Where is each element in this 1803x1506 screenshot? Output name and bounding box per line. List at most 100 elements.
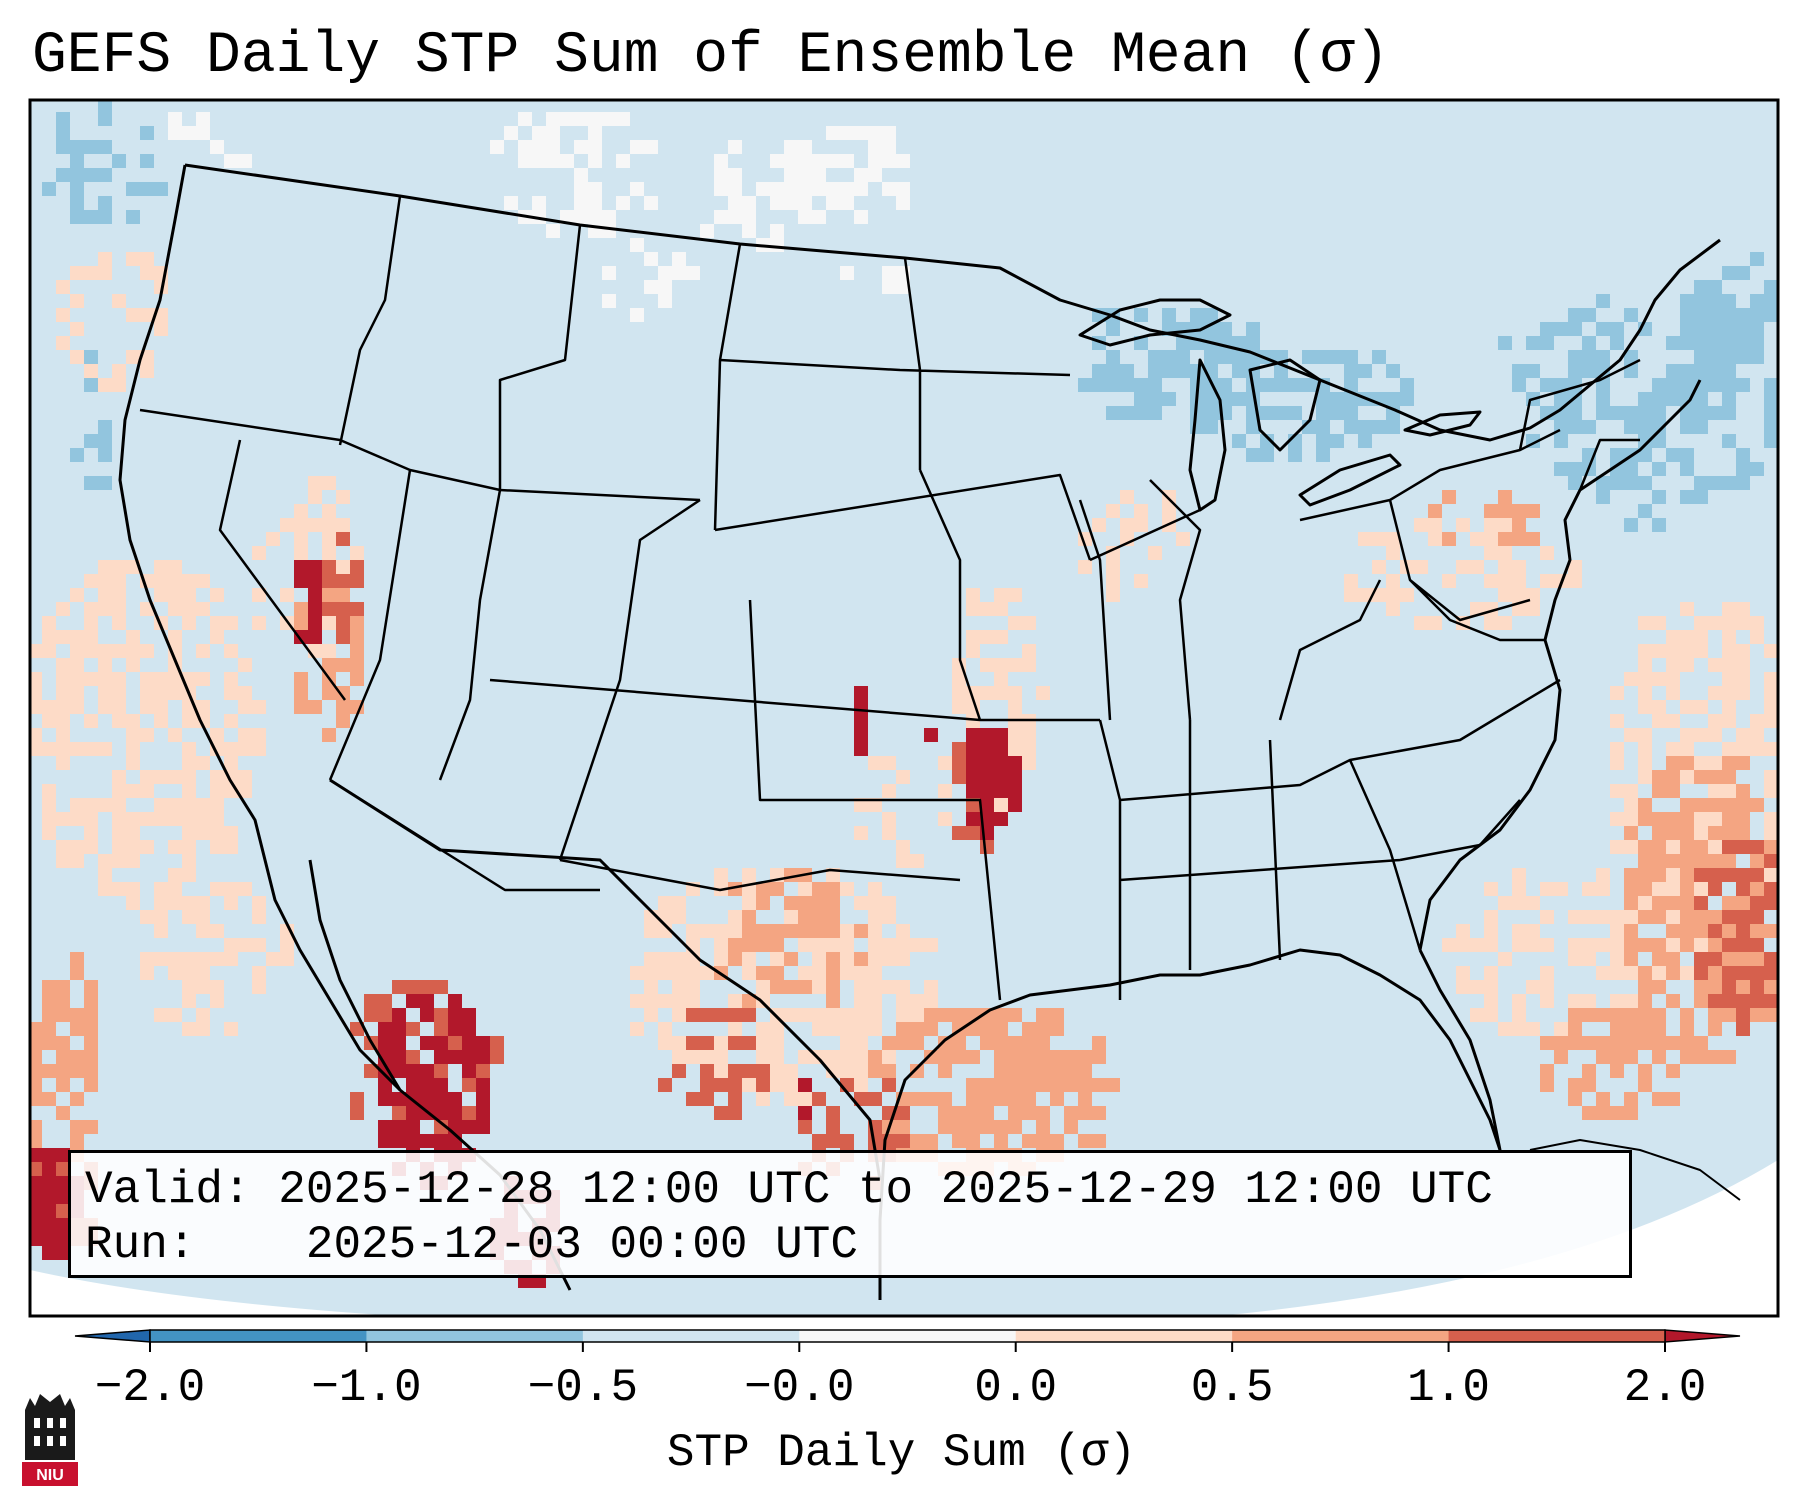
orange-cell [1568,1036,1582,1050]
pale-orange-cell [98,588,112,602]
orange-cell [980,1022,994,1036]
dark-red-cell [434,1036,448,1050]
orange-cell [896,1036,910,1050]
pale-orange-cell [84,812,98,826]
pale-orange-cell [112,854,126,868]
neutral-cell [854,126,868,140]
neutral-cell [504,196,518,210]
pale-orange-cell [1778,714,1792,728]
pale-orange-cell [1456,560,1470,574]
pale-orange-cell [1778,742,1792,756]
orange-cell [1036,1106,1050,1120]
negative-anomaly-cell [1596,364,1610,378]
pale-orange-cell [1750,714,1764,728]
negative-anomaly-cell [1330,406,1344,420]
pale-orange-cell [154,560,168,574]
negative-anomaly-cell [1106,350,1120,364]
orange-cell [728,938,742,952]
negative-anomaly-cell [1134,308,1148,322]
pale-orange-cell [672,994,686,1008]
dark-red-cell [42,1218,56,1232]
negative-anomaly-cell [1624,518,1638,532]
pale-orange-cell [686,994,700,1008]
orange-cell [1008,1036,1022,1050]
pale-orange-cell [1428,518,1442,532]
negative-anomaly-cell [1148,350,1162,364]
orange-cell [756,938,770,952]
orange-cell [70,1008,84,1022]
red-cell [350,602,364,616]
pale-orange-cell [1484,1008,1498,1022]
pale-orange-cell [980,686,994,700]
orange-cell [1624,1008,1638,1022]
pale-orange-cell [686,924,700,938]
pale-orange-cell [686,1050,700,1064]
pale-orange-cell [1120,490,1134,504]
pale-orange-cell [1666,686,1680,700]
info-box: Valid: 2025-12-28 12:00 UTC to 2025-12-2… [68,1150,1632,1278]
red-cell [812,1134,826,1148]
orange-cell [1484,504,1498,518]
orange-cell [1750,854,1764,868]
pale-orange-cell [896,840,910,854]
neutral-cell [630,238,644,252]
orange-cell [1064,1120,1078,1134]
pale-orange-cell [994,630,1008,644]
dark-red-cell [854,714,868,728]
negative-anomaly-cell [1652,462,1666,476]
orange-cell [336,700,350,714]
red-cell [742,1008,756,1022]
negative-anomaly-cell [1134,392,1148,406]
orange-cell [980,1036,994,1050]
pale-orange-cell [1484,938,1498,952]
orange-cell [1582,1036,1596,1050]
negative-anomaly-cell [70,154,84,168]
pale-orange-cell [196,644,210,658]
orange-cell [1680,798,1694,812]
orange-cell [1008,1008,1022,1022]
pale-orange-cell [840,1008,854,1022]
pale-orange-cell [1386,532,1400,546]
pale-orange-cell [714,924,728,938]
pale-orange-cell [30,644,42,658]
pale-orange-cell [196,812,210,826]
negative-anomaly-cell [1750,308,1764,322]
orange-cell [1078,1092,1092,1106]
red-cell [322,560,336,574]
orange-cell [938,1064,952,1078]
pale-orange-cell [238,938,252,952]
orange-cell [322,686,336,700]
negative-anomaly-cell [1652,406,1666,420]
pale-orange-cell [854,798,868,812]
orange-cell [1008,1120,1022,1134]
pale-orange-cell [672,1036,686,1050]
pale-orange-cell [1092,518,1106,532]
pale-orange-cell [140,644,154,658]
pale-orange-cell [1736,672,1750,686]
neutral-cell [868,140,882,154]
negative-anomaly-cell [1722,350,1736,364]
dark-red-cell [476,1078,490,1092]
negative-anomaly-cell [1708,406,1722,420]
pale-orange-cell [154,896,168,910]
orange-cell [1036,1008,1050,1022]
neutral-cell [560,210,574,224]
colorbar-bin [366,1330,584,1342]
neutral-cell [882,266,896,280]
negative-anomaly-cell [98,434,112,448]
orange-cell [1442,532,1456,546]
negative-anomaly-cell [1260,378,1274,392]
orange-cell [1722,952,1736,966]
orange-cell [1652,784,1666,798]
red-cell [1708,952,1722,966]
pale-orange-cell [1792,770,1803,784]
negative-anomaly-cell [70,182,84,196]
negative-anomaly-cell [1666,392,1680,406]
dark-red-cell [30,1148,42,1162]
orange-cell [938,1120,952,1134]
negative-anomaly-cell [1596,476,1610,490]
pale-orange-cell [154,924,168,938]
pale-orange-cell [1512,938,1526,952]
pale-orange-cell [154,770,168,784]
neutral-cell [616,196,630,210]
